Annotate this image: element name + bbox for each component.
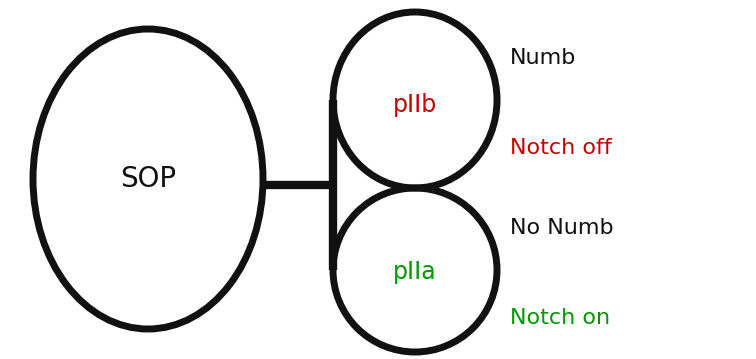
Text: Notch on: Notch on: [510, 308, 610, 328]
Text: pIIa: pIIa: [393, 260, 437, 284]
Text: SOP: SOP: [120, 165, 176, 193]
Text: Notch off: Notch off: [510, 138, 612, 158]
Text: Numb: Numb: [510, 48, 576, 68]
Text: pIIb: pIIb: [393, 93, 437, 117]
Text: No Numb: No Numb: [510, 218, 614, 238]
